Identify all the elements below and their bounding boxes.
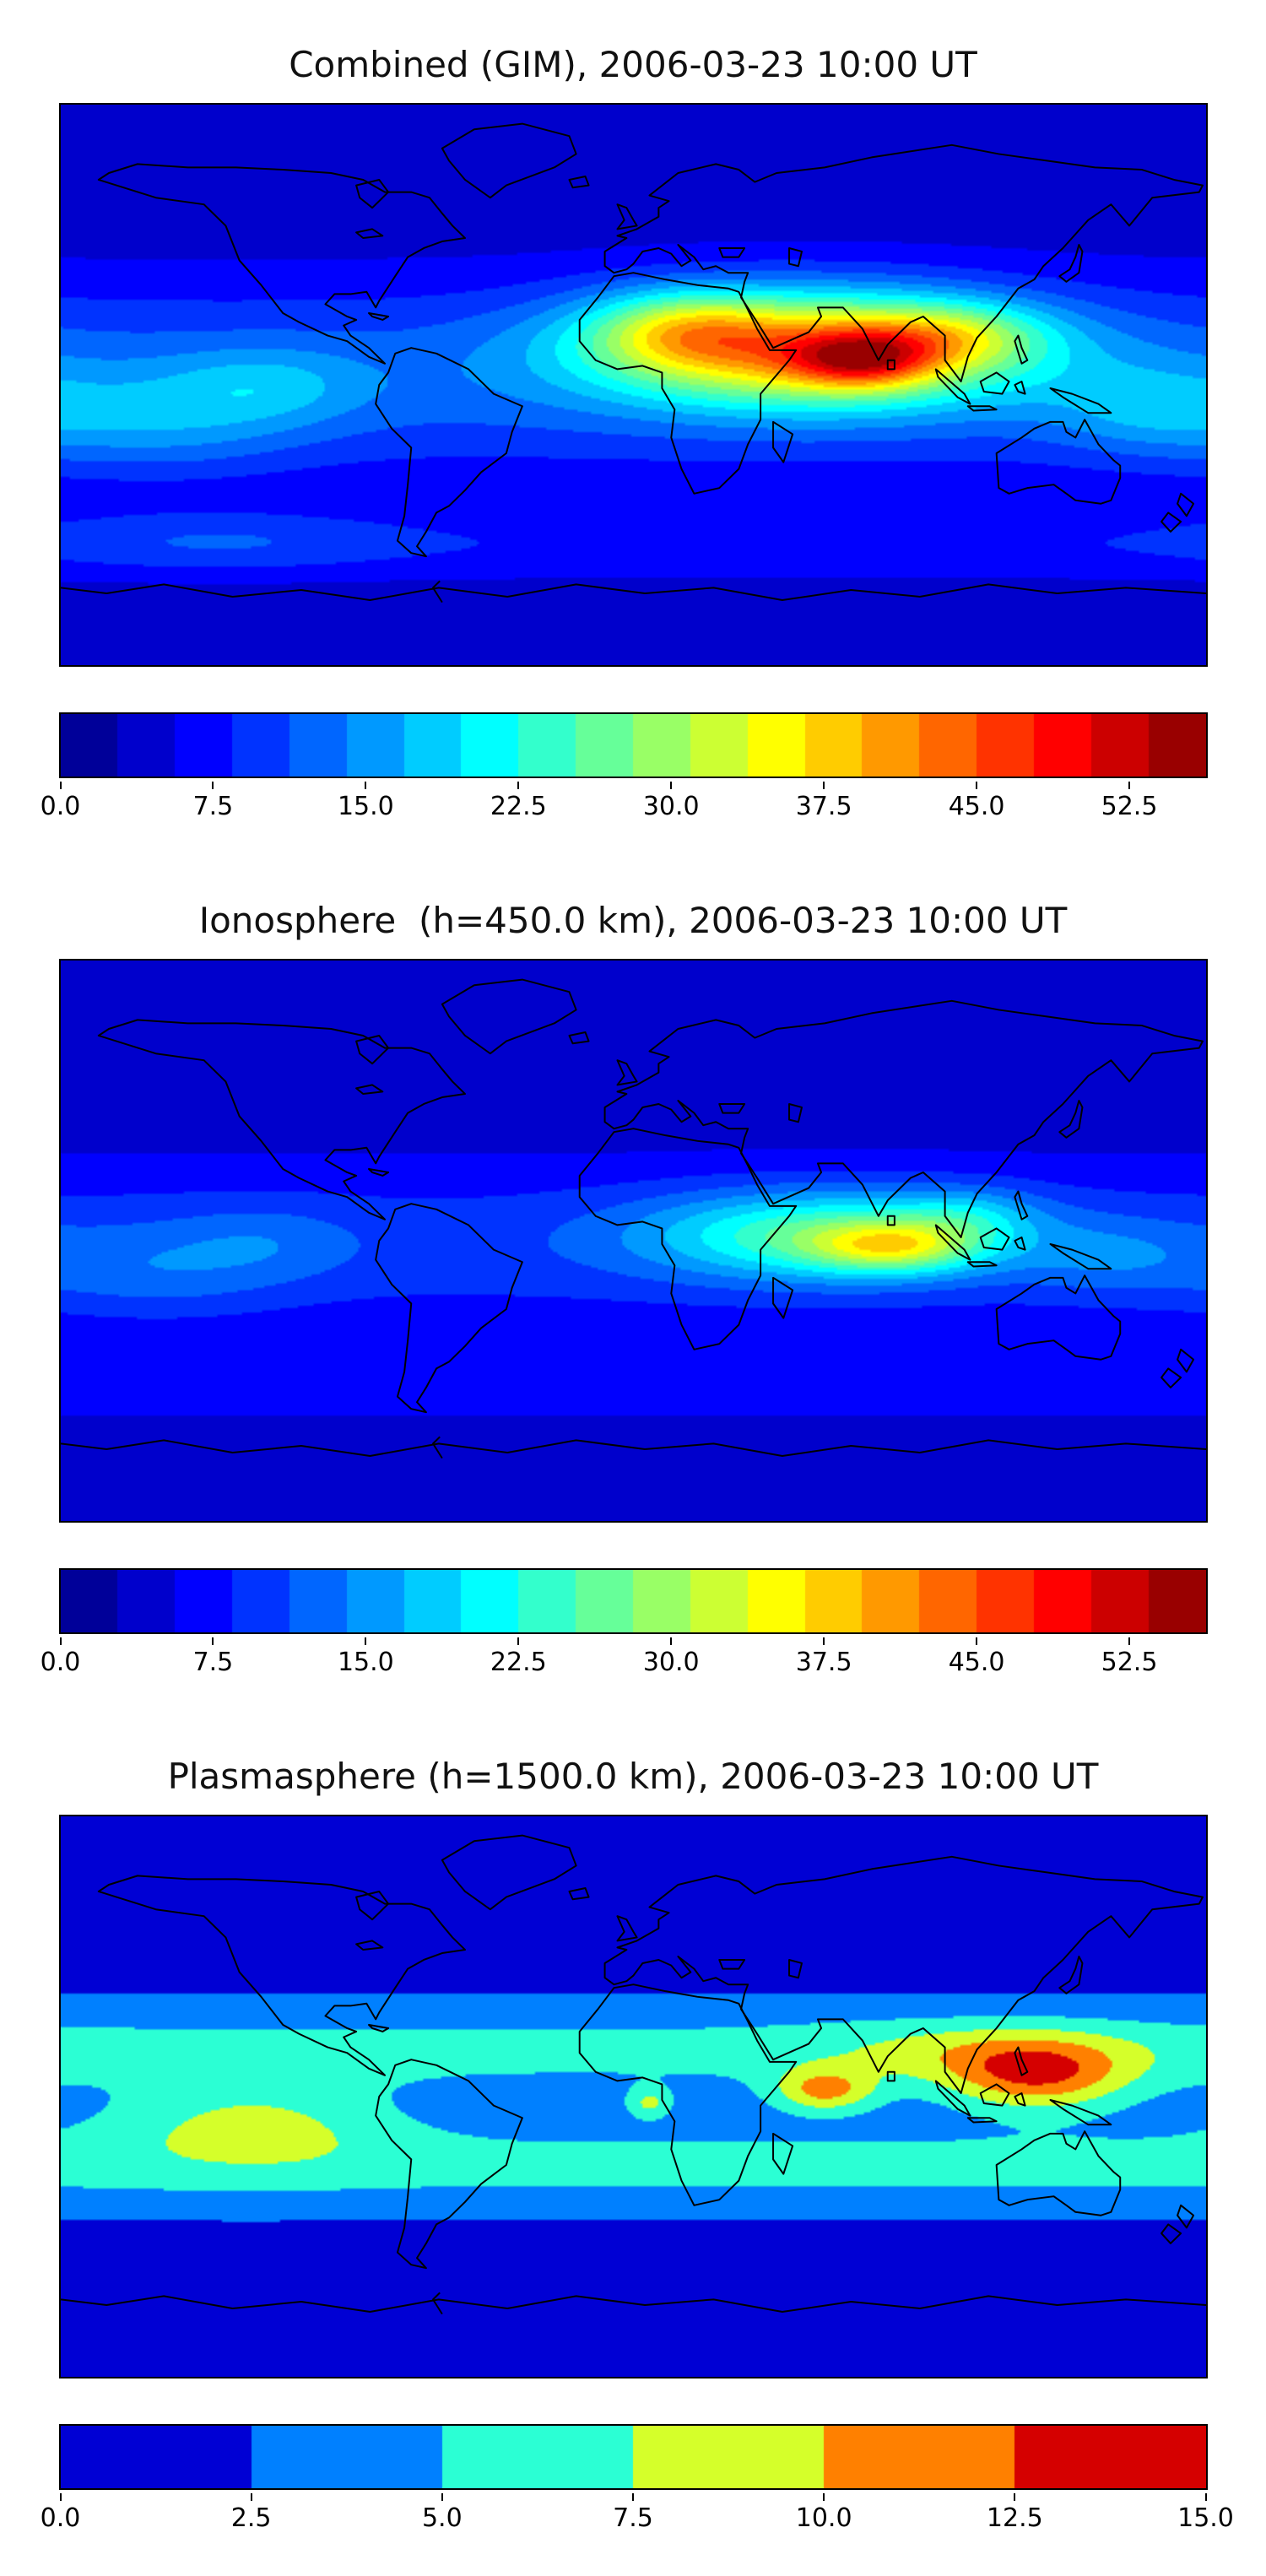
colorbar-canvas-combined bbox=[60, 714, 1206, 777]
colorbar-ionosphere bbox=[58, 1568, 1208, 1634]
colorbar-tick-label: 0.0 bbox=[40, 1648, 81, 1677]
map-frame-combined bbox=[58, 103, 1208, 667]
panel-title-plasmasphere: Plasmasphere (h=1500.0 km), 2006-03-23 1… bbox=[167, 1756, 1099, 1797]
panel-title-combined: Combined (GIM), 2006-03-23 10:00 UT bbox=[289, 44, 977, 85]
colorbar-tick-mark bbox=[823, 782, 825, 789]
colorbar-tick-mark bbox=[670, 1637, 673, 1645]
colorbar-tick-label: 30.0 bbox=[642, 1648, 700, 1677]
colorbar-canvas-ionosphere bbox=[60, 1570, 1206, 1632]
panel-combined-gim: Combined (GIM), 2006-03-23 10:00 UT 0.0 7… bbox=[0, 44, 1266, 822]
colorbar-tick-label: 37.5 bbox=[795, 792, 852, 821]
colorbar-plasmasphere bbox=[58, 2424, 1208, 2490]
colorbar-tick-mark bbox=[59, 782, 62, 789]
colorbar-tick-label: 22.5 bbox=[490, 1648, 547, 1677]
coastlines-overlay-combined bbox=[60, 122, 1206, 603]
colorbar-tick-mark bbox=[976, 782, 978, 789]
colorbar-tick-mark bbox=[670, 782, 673, 789]
colorbar-tick-label: 52.5 bbox=[1101, 1648, 1158, 1677]
colorbar-tick-mark bbox=[1128, 1637, 1131, 1645]
colorbar-tick-label: 15.0 bbox=[337, 1648, 394, 1677]
coastlines-overlay-plasmasphere bbox=[60, 1834, 1206, 2315]
colorbar-ticks-combined: 0.0 7.5 15.0 22.5 30.0 37.5 45.0 52.5 bbox=[41, 782, 1206, 822]
colorbar-tick-label: 0.0 bbox=[40, 792, 81, 821]
colorbar-tick-mark bbox=[517, 1637, 520, 1645]
colorbar-tick-mark bbox=[517, 782, 520, 789]
coastlines-overlay-ionosphere bbox=[60, 978, 1206, 1459]
colorbar-tick-label: 45.0 bbox=[948, 1648, 1005, 1677]
colorbar-tick-label: 15.0 bbox=[337, 792, 394, 821]
colorbar-combined bbox=[58, 712, 1208, 778]
colorbar-tick-label: 5.0 bbox=[421, 2503, 463, 2533]
colorbar-tick-mark bbox=[823, 2493, 825, 2501]
colorbar-tick-mark bbox=[632, 2493, 634, 2501]
colorbar-tick-mark bbox=[59, 1637, 62, 1645]
colorbar-tick-mark bbox=[1128, 782, 1131, 789]
colorbar-tick-mark bbox=[212, 782, 214, 789]
colorbar-tick-label: 45.0 bbox=[948, 792, 1005, 821]
colorbar-tick-mark bbox=[1204, 2493, 1207, 2501]
colorbar-tick-mark bbox=[976, 1637, 978, 1645]
colorbar-tick-mark bbox=[59, 2493, 62, 2501]
map-frame-plasmasphere bbox=[58, 1815, 1208, 2378]
colorbar-tick-label: 7.5 bbox=[192, 792, 234, 821]
panel-ionosphere: Ionosphere (h=450.0 km), 2006-03-23 10:0… bbox=[0, 900, 1266, 1678]
colorbar-ticks-plasmasphere: 0.0 2.5 5.0 7.5 10.0 12.5 15.0 bbox=[41, 2493, 1234, 2534]
panel-title-ionosphere: Ionosphere (h=450.0 km), 2006-03-23 10:0… bbox=[198, 900, 1068, 941]
colorbar-tick-label: 15.0 bbox=[1177, 2503, 1234, 2533]
colorbar-tick-mark bbox=[441, 2493, 443, 2501]
colorbar-tick-mark bbox=[365, 1637, 367, 1645]
colorbar-tick-label: 7.5 bbox=[613, 2503, 653, 2533]
colorbar-tick-label: 10.0 bbox=[795, 2503, 852, 2533]
colorbar-tick-mark bbox=[250, 2493, 252, 2501]
map-frame-ionosphere bbox=[58, 959, 1208, 1523]
colorbar-tick-label: 2.5 bbox=[230, 2503, 272, 2533]
colorbar-tick-label: 37.5 bbox=[795, 1648, 852, 1677]
colorbar-tick-mark bbox=[365, 782, 367, 789]
colorbar-tick-label: 0.0 bbox=[40, 2503, 81, 2533]
colorbar-tick-mark bbox=[212, 1637, 214, 1645]
colorbar-tick-label: 22.5 bbox=[490, 792, 547, 821]
colorbar-tick-mark bbox=[1014, 2493, 1016, 2501]
panel-plasmasphere: Plasmasphere (h=1500.0 km), 2006-03-23 1… bbox=[0, 1756, 1266, 2534]
colorbar-tick-label: 12.5 bbox=[986, 2503, 1043, 2533]
colorbar-tick-mark bbox=[823, 1637, 825, 1645]
colorbar-tick-label: 7.5 bbox=[192, 1648, 234, 1677]
colorbar-canvas-plasmasphere bbox=[60, 2426, 1206, 2488]
colorbar-tick-label: 30.0 bbox=[642, 792, 700, 821]
colorbar-tick-label: 52.5 bbox=[1101, 792, 1158, 821]
colorbar-ticks-ionosphere: 0.0 7.5 15.0 22.5 30.0 37.5 45.0 52.5 bbox=[41, 1637, 1206, 1678]
